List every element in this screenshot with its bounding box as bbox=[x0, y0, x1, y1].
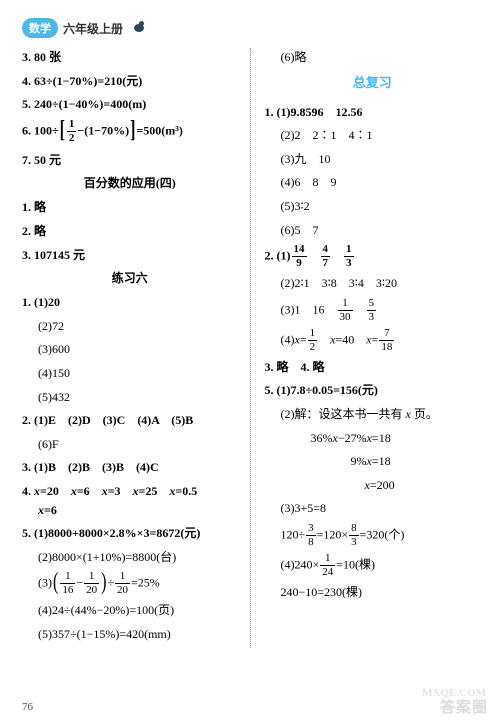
content-line: (4)x=12 x=40 x=718 bbox=[265, 328, 481, 353]
content-line: 1. (1)20 bbox=[22, 293, 238, 312]
ladybug-icon bbox=[131, 21, 148, 35]
content-line: (6)略 bbox=[265, 48, 481, 67]
grade-label: 六年级上册 bbox=[63, 20, 123, 37]
content-line: 9%x=18 bbox=[265, 452, 481, 471]
content-line: 120÷38=120×83=320(个) bbox=[265, 523, 481, 548]
content-line: 3. 略 4. 略 bbox=[265, 358, 481, 377]
content-line: 2. 略 bbox=[22, 222, 238, 241]
content-line: 7. 50 元 bbox=[22, 151, 238, 170]
content-line: 5. (1)8000+8000×2.8%×3=8672(元) bbox=[22, 524, 238, 543]
watermark-text: 答案圈 bbox=[440, 696, 488, 717]
content-line: 3. (1)B (2)B (3)B (4)C bbox=[22, 458, 238, 477]
left-column: 3. 80 张 4. 63÷(1−70%)=210(元) 5. 240÷(1−40%… bbox=[22, 48, 250, 648]
content-line: (3)1 16 130 53 bbox=[265, 298, 481, 323]
content-line: 3. 80 张 bbox=[22, 48, 238, 67]
content-line: 1. (1)9.8596 12.56 bbox=[265, 103, 481, 122]
content-line: 5. 240÷(1−40%)=400(m) bbox=[22, 95, 238, 114]
subject-badge: 数学 bbox=[22, 18, 58, 38]
content-line: (2)2∶1 3∶8 3∶4 3∶20 bbox=[265, 274, 481, 293]
content-line: (5)357÷(1−15%)=420(mm) bbox=[22, 625, 238, 644]
content-line: (4)24÷(44%−20%)=100(页) bbox=[22, 601, 238, 620]
page-header: 数学 六年级上册 bbox=[22, 18, 480, 38]
content-line: (2)72 bbox=[22, 317, 238, 336]
content-line: 2. (1)149 47 13 bbox=[265, 244, 481, 269]
content-line: (4)150 bbox=[22, 364, 238, 383]
content-line: 36%x−27%x=18 bbox=[265, 429, 481, 448]
content-line: (3)九 10 bbox=[265, 150, 481, 169]
content-line: (6)5 7 bbox=[265, 221, 481, 240]
content-line: (5)432 bbox=[22, 388, 238, 407]
content-line: 4. x=20 x=6 x=3 x=25 x=0.5x=6 bbox=[22, 482, 238, 519]
content-line: (3)3+5=8 bbox=[265, 499, 481, 518]
content-line: 5. (1)7.8÷0.05=156(元) bbox=[265, 381, 481, 400]
page-number: 76 bbox=[22, 701, 33, 713]
content-line: (3)600 bbox=[22, 340, 238, 359]
section-title: 总复习 bbox=[265, 72, 481, 91]
section-title: 练习六 bbox=[22, 269, 238, 286]
content-line: x=200 bbox=[265, 476, 481, 495]
content-line: 240−10=230(棵) bbox=[265, 583, 481, 602]
right-column: (6)略总复习 1. (1)9.8596 12.56 (2)2 2∶1 4∶1 (3)… bbox=[250, 48, 481, 648]
content-line: (5)3∶2 bbox=[265, 197, 481, 216]
section-title: 百分数的应用(四) bbox=[22, 174, 238, 191]
content-line: 1. 略 bbox=[22, 198, 238, 217]
content-line: (2)2 2∶1 4∶1 bbox=[265, 126, 481, 145]
content-line: 3. 107145 元 bbox=[22, 246, 238, 265]
content-line: 6. 100÷[12−(1−70%)]=500(m³) bbox=[22, 119, 238, 144]
content-line: (3)(116−120)÷120=25% bbox=[22, 571, 238, 596]
content-line: (4)240×124=10(棵) bbox=[265, 553, 481, 578]
content-line: (4)6 8 9 bbox=[265, 173, 481, 192]
content-line: 4. 63÷(1−70%)=210(元) bbox=[22, 72, 238, 91]
content-line: (2)8000×(1+10%)=8800(台) bbox=[22, 548, 238, 567]
content-line: (2)解：设这本书一共有 x 页。 bbox=[265, 405, 481, 424]
content-columns: 3. 80 张 4. 63÷(1−70%)=210(元) 5. 240÷(1−40%… bbox=[22, 48, 480, 648]
content-line: 2. (1)E (2)D (3)C (4)A (5)B bbox=[22, 411, 238, 430]
content-line: (6)F bbox=[22, 435, 238, 454]
